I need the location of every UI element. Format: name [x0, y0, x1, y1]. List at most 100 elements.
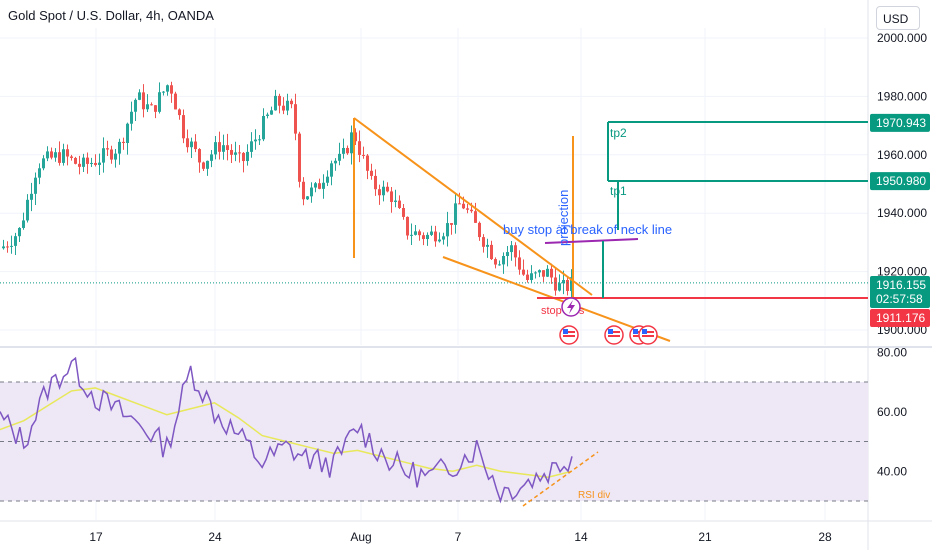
candle-body	[530, 273, 533, 280]
candle-body	[182, 115, 185, 139]
candle-body	[294, 104, 297, 134]
candle-body	[434, 231, 437, 242]
rsi-tick: 40.00	[877, 464, 907, 478]
currency-button[interactable]: USD	[876, 6, 920, 30]
candle-body	[322, 182, 325, 189]
candle-body	[438, 239, 441, 242]
price-tag-countdown	[870, 290, 930, 308]
tp1-label: tp1	[610, 184, 627, 198]
candle-body	[306, 196, 309, 200]
candle-body	[102, 148, 105, 163]
candle-body	[154, 105, 157, 112]
candle-body	[410, 234, 413, 236]
candle-body	[222, 145, 225, 152]
neck-line-label: buy stop at break of neck line	[503, 222, 672, 237]
us-event-icon-2-stripe-1	[608, 331, 620, 333]
candle-body	[562, 279, 565, 284]
chart-title: Gold Spot / U.S. Dollar, 4h, OANDA	[8, 8, 214, 23]
price-tag-last	[870, 276, 930, 294]
candle-body	[42, 158, 45, 169]
rsi-tick: 80.00	[877, 345, 907, 359]
candle-body	[470, 209, 473, 212]
candle-body	[30, 193, 33, 200]
us-event-icon-1-canton	[563, 329, 568, 334]
candle-body	[394, 200, 397, 202]
candle-body	[134, 99, 137, 112]
candle-body	[514, 245, 517, 258]
candle-body	[6, 246, 9, 248]
price-tag-text-tp2: 1970.943	[876, 116, 926, 130]
candle-body	[266, 114, 269, 116]
candle-body	[250, 141, 253, 152]
candle-body	[178, 109, 181, 116]
candle-body	[422, 235, 425, 240]
candle-body	[94, 162, 97, 165]
candle-body	[542, 270, 545, 277]
candle-body	[186, 138, 189, 148]
lightning-glyph	[567, 300, 575, 314]
time-tick: 28	[818, 530, 832, 544]
projection-label: projection	[556, 190, 571, 246]
candle-body	[386, 186, 389, 192]
us-event-icon-1-stripe-1	[563, 331, 575, 333]
candle-body	[82, 157, 85, 167]
candle-body	[162, 91, 165, 93]
candle-body	[22, 220, 25, 228]
candle-body	[78, 163, 81, 167]
candle-body	[262, 115, 265, 140]
candle-body	[194, 141, 197, 150]
neck-line	[544, 238, 639, 244]
candle-body	[398, 200, 401, 208]
candle-body	[414, 231, 417, 235]
candle-body	[114, 153, 117, 160]
candle-body	[390, 191, 393, 202]
candle-body	[534, 272, 537, 274]
candle-body	[326, 176, 329, 183]
candle-body	[158, 92, 161, 112]
price-tick: 1940.000	[877, 206, 927, 220]
candle-body	[382, 186, 385, 196]
candle-body	[366, 155, 369, 171]
candle-body	[98, 162, 101, 165]
candle-body	[110, 149, 113, 160]
us-event-icon-2-canton	[608, 329, 613, 334]
time-tick: 7	[455, 530, 462, 544]
candles	[2, 81, 573, 302]
candle-body	[426, 234, 429, 240]
price-tick: 2000.000	[877, 31, 927, 45]
candle-body	[402, 207, 405, 217]
price-tag-tp1	[870, 172, 930, 191]
candle-body	[54, 152, 57, 158]
candle-body	[86, 157, 89, 164]
candle-body	[490, 244, 493, 260]
candle-body	[338, 153, 341, 161]
candle-body	[506, 252, 509, 257]
candle-body	[350, 132, 353, 154]
candle-body	[450, 223, 453, 225]
price-tag-text-stop: 1911.176	[876, 311, 925, 325]
candle-body	[554, 277, 557, 291]
candle-body	[566, 279, 569, 291]
candle-body	[446, 223, 449, 237]
rsi-divergence-line	[522, 451, 599, 507]
price-tag-text-countdown: 02:57:58	[876, 292, 923, 306]
rsi-tick: 60.00	[877, 405, 907, 419]
candle-body	[342, 147, 345, 154]
candle-body	[230, 149, 233, 155]
candle-body	[14, 236, 17, 246]
price-tag-stop	[870, 309, 930, 327]
candle-body	[210, 154, 213, 161]
candle-body	[298, 133, 301, 182]
candle-body	[502, 256, 505, 265]
rsi-line	[0, 356, 573, 504]
candle-body	[138, 92, 141, 100]
time-tick: 14	[574, 530, 588, 544]
candle-body	[38, 168, 41, 178]
candle-body	[282, 105, 285, 111]
candle-body	[290, 100, 293, 105]
candle-body	[286, 100, 289, 111]
us-event-icon-1-stripe-2	[563, 335, 575, 337]
candle-body	[442, 236, 445, 240]
